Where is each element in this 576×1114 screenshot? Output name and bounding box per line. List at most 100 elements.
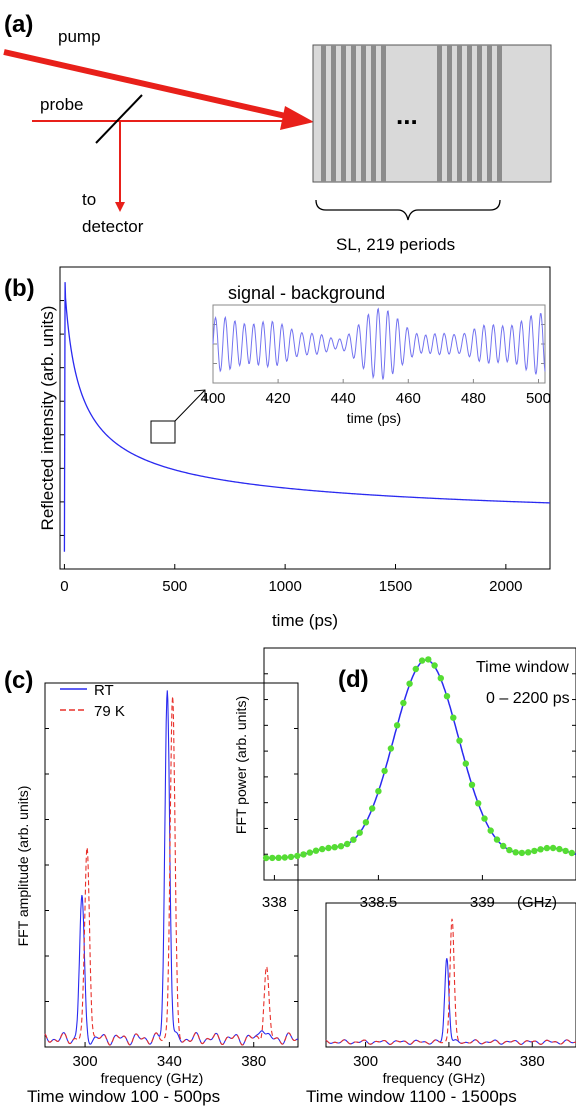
reflectivity-curve	[63, 282, 551, 552]
sl-stripe	[331, 45, 336, 182]
data-point	[425, 656, 432, 663]
panel-d-markers	[262, 656, 575, 862]
panel-c-legend: RT 79 K	[60, 682, 125, 720]
data-point	[493, 836, 501, 843]
panel-c-xlabel: frequency (GHz)	[101, 1070, 204, 1086]
sl-stripe	[321, 45, 326, 182]
data-point	[325, 844, 332, 852]
data-point	[450, 714, 457, 721]
data-point	[331, 844, 338, 851]
data-point	[412, 665, 419, 673]
data-point	[518, 849, 526, 857]
data-point	[512, 849, 519, 856]
data-point	[462, 760, 469, 767]
panel-b-ylabel: Reflected intensity (arb. units)	[38, 306, 57, 531]
data-point	[294, 852, 301, 860]
data-point	[543, 844, 551, 852]
sl-stripe	[361, 45, 366, 182]
data-point	[262, 854, 270, 862]
panel-c-ylabel: FFT amplitude (arb. units)	[15, 786, 31, 947]
spectrum-rt	[325, 958, 576, 1045]
data-point	[350, 836, 357, 843]
detector-label: detector	[82, 217, 144, 236]
panel-c-right-xlabel: frequency (GHz)	[383, 1070, 486, 1086]
caption-c: Time window 100 - 500ps	[27, 1087, 220, 1106]
data-point	[369, 805, 376, 812]
superlattice-sample	[312, 44, 552, 183]
data-point	[537, 846, 544, 853]
panel-d-annotation-1: Time window	[476, 659, 569, 676]
panel-a-label: (a)	[4, 11, 33, 38]
data-point	[500, 842, 507, 850]
sl-stripe	[447, 45, 452, 182]
x-tick-label: 500	[162, 578, 187, 595]
spectrum-79-k	[44, 696, 298, 1046]
beam-splitter	[95, 94, 143, 144]
sl-stripe	[371, 45, 376, 182]
zoom-box	[150, 420, 176, 444]
panel-b: (b) 0 500 1000 1500 2000 time (ps) Reflected…	[4, 266, 551, 630]
panel-b-label: (b)	[4, 275, 35, 302]
data-point	[319, 845, 326, 853]
to-label: to	[82, 190, 96, 209]
pump-beam	[3, 49, 291, 120]
data-point	[525, 849, 532, 856]
sl-stripe	[437, 45, 442, 182]
caption-right: Time window 1100 - 1500ps	[306, 1087, 517, 1106]
sl-brace	[315, 199, 501, 221]
panel-c-ticks: 300 340 380	[45, 728, 298, 1070]
sl-stripe	[497, 45, 502, 182]
sl-stripe	[341, 45, 346, 182]
x-tick-label: 340	[157, 1053, 182, 1070]
x-tick-label: 380	[241, 1053, 266, 1070]
data-point	[269, 854, 276, 862]
inset-x-tick-label: 400	[200, 390, 225, 407]
inset-x-tick-label: 420	[266, 390, 291, 407]
data-point	[406, 680, 413, 687]
sl-label: SL, 219 periods	[336, 235, 455, 254]
data-point	[556, 845, 563, 853]
panel-b-ticks: 0 500 1000 1500 2000	[60, 300, 523, 595]
pump-label: pump	[58, 27, 101, 46]
data-point	[306, 849, 313, 856]
data-point	[418, 657, 426, 664]
data-point	[481, 815, 488, 822]
panel-d-label: (d)	[338, 666, 369, 693]
panel-c-right: 300 340 380 frequency (GHz) Time window 11…	[306, 902, 576, 1106]
data-point	[356, 829, 363, 836]
x-tick-label: 0	[60, 578, 68, 595]
data-point	[381, 767, 388, 775]
data-point	[487, 827, 494, 834]
x-tick-label: 340	[436, 1053, 461, 1070]
inset-x-tick-label: 460	[396, 390, 421, 407]
spectrum-rt	[44, 690, 298, 1046]
panel-d-axes	[263, 647, 576, 881]
data-point	[531, 847, 538, 855]
panel-d-ylabel: FFT power (arb. units)	[233, 696, 249, 834]
panel-d-ticks: 338 338.5 339 (GHz)	[262, 673, 576, 911]
data-point	[375, 788, 382, 795]
x-tick-label: 2000	[489, 578, 522, 595]
data-point	[568, 849, 575, 857]
data-point	[281, 854, 288, 861]
sl-stripe	[381, 45, 386, 182]
inset-ticks: 400 420 440 460 480 500	[200, 324, 551, 407]
inset-x-tick-label: 500	[526, 390, 551, 407]
data-point	[549, 844, 557, 852]
inset-title: signal - background	[228, 283, 385, 303]
data-point	[468, 781, 476, 788]
data-point	[562, 847, 569, 855]
inset-xlabel: time (ps)	[347, 410, 401, 426]
sl-stripe	[351, 45, 356, 182]
x-tick-label: 338	[262, 894, 287, 911]
sample-body	[312, 44, 552, 183]
legend-rt-label: RT	[94, 682, 114, 699]
panel-c: (c) 300 340 380 RT 79 K frequency (GHz) FF…	[4, 667, 299, 1106]
panel-b-axes	[59, 266, 551, 570]
panel-b-xlabel: time (ps)	[272, 611, 338, 630]
inset-oscillation	[212, 307, 546, 380]
x-tick-label: 1500	[379, 578, 412, 595]
zoom-arrow	[174, 389, 206, 422]
data-point	[287, 853, 295, 861]
